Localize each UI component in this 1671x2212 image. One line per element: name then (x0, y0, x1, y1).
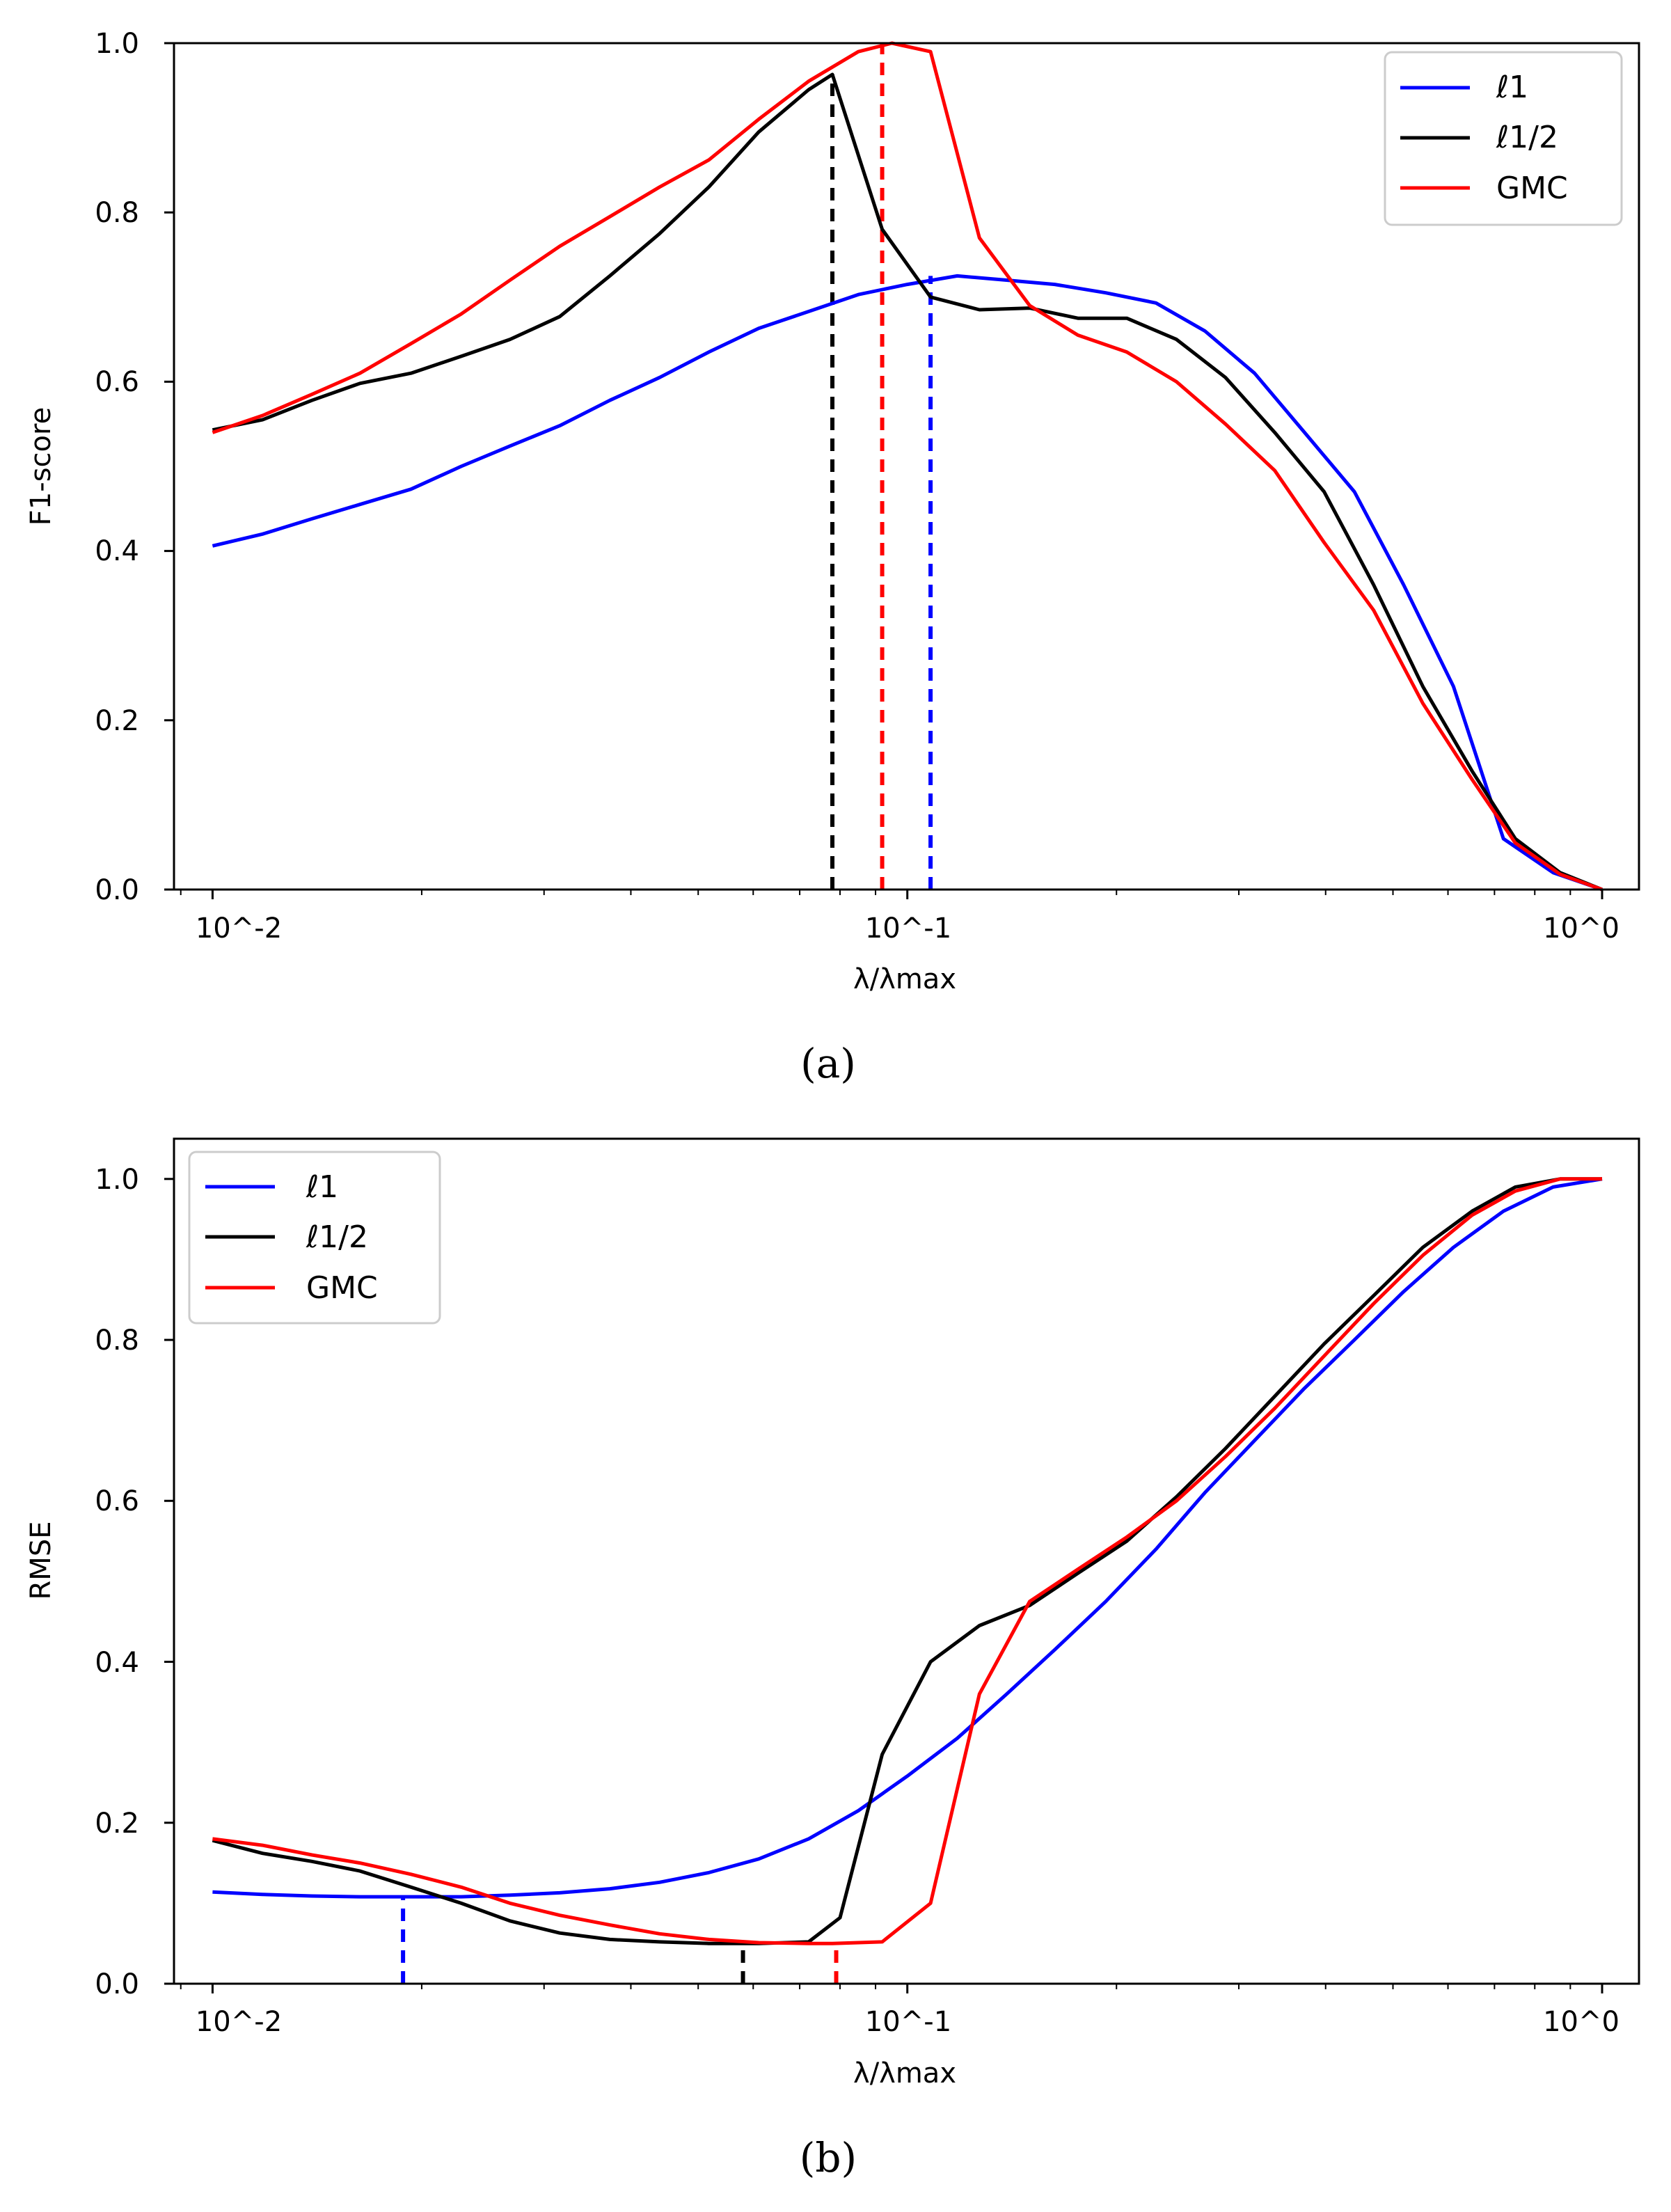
panel-b-y-axis-label: RMSE (25, 1522, 57, 1600)
panel-a-ytick-label: 0.6 (95, 366, 139, 398)
panel-a-ytick-label: 1.0 (95, 28, 139, 60)
panel-b-ytick-label: 0.0 (95, 1968, 139, 2000)
panel-b-xtick-label: 10^0 (1543, 2006, 1619, 2038)
panel-a-legend-label-l1: ℓ1 (1496, 70, 1528, 105)
panel-b-ytick-label: 0.4 (95, 1647, 139, 1679)
panel-b-x-axis-label: λ/λmax (853, 2057, 956, 2089)
panel-b-series-layer (212, 1177, 1603, 1984)
panel-a-x-axis-label: λ/λmax (853, 963, 956, 995)
panel-b-ticks (164, 1178, 1603, 1993)
panel-b-xtick-label: 10^-1 (865, 2006, 951, 2038)
panel-a-legend: ℓ1 ℓ1/2 GMC (1384, 51, 1623, 226)
panel-a-series-layer (212, 41, 1603, 892)
panel-a-axes-frame (173, 42, 1640, 891)
panel-a-xtick-label: 10^-1 (865, 913, 951, 945)
panel-a-legend-label-l12: ℓ1/2 (1496, 120, 1558, 155)
panel-a-f1-score: 0.0 0.2 0.4 0.6 0.8 1.0 10^-2 10^-1 10^0… (25, 28, 1640, 1087)
panel-b-series-l12 (212, 1177, 1602, 1945)
panel-b-xtick-label: 10^-2 (196, 2006, 282, 2038)
panel-a-ytick-label: 0.0 (95, 874, 139, 906)
panel-b-legend: ℓ1 ℓ1/2 GMC (188, 1151, 441, 1325)
panel-a-caption: (a) (800, 1040, 856, 1087)
panel-b-caption: (b) (800, 2134, 857, 2181)
panel-b-ytick-label: 0.6 (95, 1485, 139, 1517)
panel-a-xtick-label: 10^-2 (196, 913, 282, 945)
panel-a-series-l12 (212, 72, 1603, 892)
panel-b-rmse: 0.0 0.2 0.4 0.6 0.8 1.0 10^-2 10^-1 10^0… (25, 1137, 1640, 2181)
panel-b-ytick-label: 0.8 (95, 1325, 139, 1357)
panel-a-ytick-label: 0.8 (95, 197, 139, 229)
panel-a-legend-box (1384, 51, 1623, 226)
panel-a-series-l1 (212, 274, 1603, 892)
panel-a-legend-label-gmc: GMC (1496, 171, 1568, 206)
panel-a-y-axis-label: F1-score (25, 407, 57, 526)
panel-b-series-gmc (212, 1177, 1602, 1945)
panel-b-legend-label-gmc: GMC (306, 1270, 378, 1306)
panel-b-ytick-label: 1.0 (95, 1164, 139, 1196)
panel-a-ytick-label: 0.4 (95, 535, 139, 567)
panel-b-axes-frame (173, 1137, 1640, 1985)
panel-b-legend-label-l12: ℓ1/2 (306, 1219, 368, 1255)
panel-a-series-gmc (212, 41, 1603, 892)
panel-b-legend-label-l1: ℓ1 (306, 1169, 338, 1205)
panel-b-ytick-label: 0.2 (95, 1808, 139, 1840)
panel-a-xtick-label: 10^0 (1543, 913, 1619, 945)
panel-b-legend-box (188, 1151, 441, 1325)
panel-a-ytick-label: 0.2 (95, 705, 139, 737)
